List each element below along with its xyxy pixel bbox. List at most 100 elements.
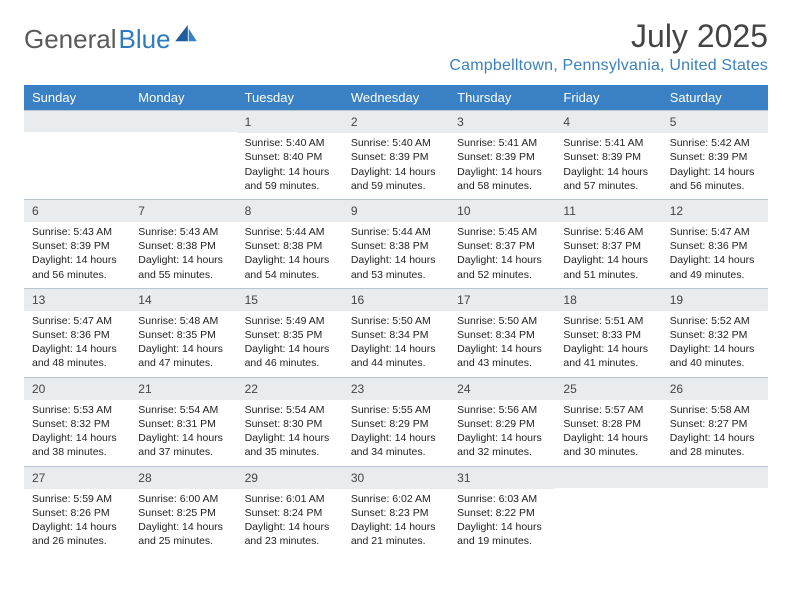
day-body: Sunrise: 6:01 AMSunset: 8:24 PMDaylight:…: [237, 489, 343, 555]
day-line: Sunset: 8:25 PM: [138, 506, 228, 520]
day-body: Sunrise: 5:46 AMSunset: 8:37 PMDaylight:…: [555, 222, 661, 288]
day-cell: 26Sunrise: 5:58 AMSunset: 8:27 PMDayligh…: [662, 377, 768, 466]
day-line: Daylight: 14 hours: [32, 342, 122, 356]
day-line: and 34 minutes.: [351, 445, 441, 459]
day-cell: 21Sunrise: 5:54 AMSunset: 8:31 PMDayligh…: [130, 377, 236, 466]
day-line: Sunset: 8:24 PM: [245, 506, 335, 520]
day-body: Sunrise: 5:41 AMSunset: 8:39 PMDaylight:…: [555, 133, 661, 199]
location: Campbelltown, Pennsylvania, United State…: [449, 57, 768, 75]
day-number: 27: [24, 466, 130, 489]
day-line: and 28 minutes.: [670, 445, 760, 459]
day-line: and 37 minutes.: [138, 445, 228, 459]
day-number: 10: [449, 199, 555, 222]
day-line: Sunset: 8:28 PM: [563, 417, 653, 431]
day-number: 28: [130, 466, 236, 489]
day-line: Sunset: 8:36 PM: [670, 239, 760, 253]
day-line: Sunrise: 5:40 AM: [245, 136, 335, 150]
weekday-thu: Thursday: [449, 85, 555, 110]
day-cell: 29Sunrise: 6:01 AMSunset: 8:24 PMDayligh…: [237, 466, 343, 555]
day-line: Sunrise: 6:01 AM: [245, 492, 335, 506]
day-cell: [555, 466, 661, 555]
day-cell: 15Sunrise: 5:49 AMSunset: 8:35 PMDayligh…: [237, 288, 343, 377]
day-body: Sunrise: 5:40 AMSunset: 8:40 PMDaylight:…: [237, 133, 343, 199]
day-line: and 52 minutes.: [457, 268, 547, 282]
day-number: [24, 110, 130, 132]
day-line: Daylight: 14 hours: [351, 342, 441, 356]
day-line: and 38 minutes.: [32, 445, 122, 459]
day-line: Sunrise: 5:46 AM: [563, 225, 653, 239]
day-number: 3: [449, 110, 555, 133]
day-line: Sunset: 8:37 PM: [457, 239, 547, 253]
day-cell: 8Sunrise: 5:44 AMSunset: 8:38 PMDaylight…: [237, 199, 343, 288]
day-line: Daylight: 14 hours: [138, 253, 228, 267]
day-line: Sunrise: 5:54 AM: [245, 403, 335, 417]
day-line: and 55 minutes.: [138, 268, 228, 282]
day-body: Sunrise: 5:43 AMSunset: 8:38 PMDaylight:…: [130, 222, 236, 288]
day-line: Sunrise: 5:42 AM: [670, 136, 760, 150]
day-line: and 54 minutes.: [245, 268, 335, 282]
day-cell: [24, 110, 130, 199]
day-cell: 2Sunrise: 5:40 AMSunset: 8:39 PMDaylight…: [343, 110, 449, 199]
day-cell: [662, 466, 768, 555]
day-body: Sunrise: 5:57 AMSunset: 8:28 PMDaylight:…: [555, 400, 661, 466]
week-row: 27Sunrise: 5:59 AMSunset: 8:26 PMDayligh…: [24, 466, 768, 555]
day-line: Sunrise: 5:43 AM: [138, 225, 228, 239]
day-line: and 21 minutes.: [351, 534, 441, 548]
day-number: 9: [343, 199, 449, 222]
day-line: Daylight: 14 hours: [563, 253, 653, 267]
day-line: Daylight: 14 hours: [32, 253, 122, 267]
day-line: Daylight: 14 hours: [32, 431, 122, 445]
day-number: 1: [237, 110, 343, 133]
day-body: [555, 488, 661, 550]
day-line: Sunrise: 5:41 AM: [563, 136, 653, 150]
week-row: 20Sunrise: 5:53 AMSunset: 8:32 PMDayligh…: [24, 377, 768, 466]
day-cell: 23Sunrise: 5:55 AMSunset: 8:29 PMDayligh…: [343, 377, 449, 466]
weekday-wed: Wednesday: [343, 85, 449, 110]
day-body: Sunrise: 5:51 AMSunset: 8:33 PMDaylight:…: [555, 311, 661, 377]
day-number: 22: [237, 377, 343, 400]
day-line: and 30 minutes.: [563, 445, 653, 459]
day-number: 12: [662, 199, 768, 222]
day-number: 8: [237, 199, 343, 222]
day-cell: 13Sunrise: 5:47 AMSunset: 8:36 PMDayligh…: [24, 288, 130, 377]
day-cell: 12Sunrise: 5:47 AMSunset: 8:36 PMDayligh…: [662, 199, 768, 288]
day-line: Sunset: 8:27 PM: [670, 417, 760, 431]
day-line: Daylight: 14 hours: [563, 165, 653, 179]
day-line: and 56 minutes.: [32, 268, 122, 282]
day-line: and 43 minutes.: [457, 356, 547, 370]
day-line: Sunset: 8:30 PM: [245, 417, 335, 431]
day-body: [24, 132, 130, 194]
day-line: Sunset: 8:38 PM: [245, 239, 335, 253]
day-line: Sunset: 8:32 PM: [670, 328, 760, 342]
day-cell: 7Sunrise: 5:43 AMSunset: 8:38 PMDaylight…: [130, 199, 236, 288]
day-body: Sunrise: 6:02 AMSunset: 8:23 PMDaylight:…: [343, 489, 449, 555]
day-cell: 19Sunrise: 5:52 AMSunset: 8:32 PMDayligh…: [662, 288, 768, 377]
logo: GeneralBlue: [24, 24, 197, 55]
day-line: Sunset: 8:39 PM: [457, 150, 547, 164]
day-line: Sunrise: 5:56 AM: [457, 403, 547, 417]
day-line: and 53 minutes.: [351, 268, 441, 282]
day-body: Sunrise: 5:50 AMSunset: 8:34 PMDaylight:…: [449, 311, 555, 377]
day-line: and 59 minutes.: [351, 179, 441, 193]
day-number: 18: [555, 288, 661, 311]
day-line: Daylight: 14 hours: [457, 253, 547, 267]
day-cell: 4Sunrise: 5:41 AMSunset: 8:39 PMDaylight…: [555, 110, 661, 199]
day-line: Sunrise: 6:00 AM: [138, 492, 228, 506]
day-line: Daylight: 14 hours: [563, 342, 653, 356]
day-line: and 41 minutes.: [563, 356, 653, 370]
day-cell: 31Sunrise: 6:03 AMSunset: 8:22 PMDayligh…: [449, 466, 555, 555]
day-number: [555, 466, 661, 488]
day-body: Sunrise: 5:42 AMSunset: 8:39 PMDaylight:…: [662, 133, 768, 199]
day-line: Sunrise: 6:03 AM: [457, 492, 547, 506]
header: GeneralBlue July 2025 Campbelltown, Penn…: [24, 18, 768, 75]
day-line: Sunrise: 5:59 AM: [32, 492, 122, 506]
week-row: 1Sunrise: 5:40 AMSunset: 8:40 PMDaylight…: [24, 110, 768, 199]
day-line: Daylight: 14 hours: [245, 520, 335, 534]
day-line: Daylight: 14 hours: [670, 165, 760, 179]
day-line: Sunset: 8:36 PM: [32, 328, 122, 342]
day-line: Sunset: 8:22 PM: [457, 506, 547, 520]
day-number: [662, 466, 768, 488]
day-cell: 10Sunrise: 5:45 AMSunset: 8:37 PMDayligh…: [449, 199, 555, 288]
day-number: 21: [130, 377, 236, 400]
day-cell: 9Sunrise: 5:44 AMSunset: 8:38 PMDaylight…: [343, 199, 449, 288]
